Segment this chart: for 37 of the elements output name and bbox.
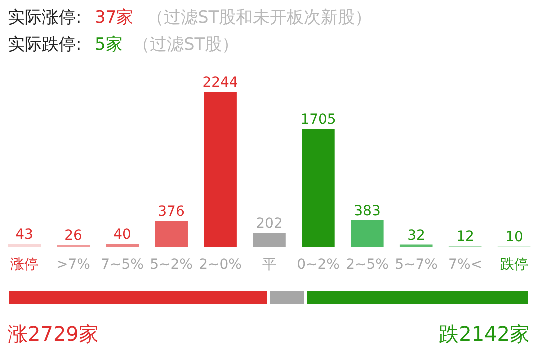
x-tick-label: 5~2%: [150, 257, 193, 273]
x-tick-label: 0~2%: [297, 257, 340, 273]
bar: [155, 221, 188, 247]
text: 涨2729家: [8, 322, 99, 346]
data-label: 40: [114, 227, 132, 244]
text: 实际跌停:: [8, 35, 82, 55]
bar: [253, 233, 286, 247]
text: 实际涨停:: [8, 8, 82, 28]
x-tick-label: 2~0%: [199, 257, 242, 273]
text: 跌2142家: [439, 322, 530, 346]
data-label: 202: [256, 216, 283, 232]
data-label: 32: [408, 228, 426, 244]
bar: [106, 244, 140, 247]
data-label: 383: [354, 204, 381, 220]
data-label: 1705: [300, 112, 336, 128]
x-tick-label: 跌停: [500, 257, 528, 273]
text: 37家: [95, 8, 134, 28]
x-tick-label: 7~5%: [101, 257, 144, 273]
bar: [351, 220, 384, 247]
x-tick-label: >7%: [56, 257, 90, 273]
bar: [204, 92, 237, 247]
data-label: 376: [158, 204, 185, 220]
x-tick-label: 7%<: [448, 257, 482, 273]
data-label: 43: [16, 227, 34, 244]
bar: [8, 244, 42, 247]
data-label: 2244: [202, 75, 238, 91]
data-label: 12: [456, 229, 474, 246]
x-tick-label: 平: [262, 257, 276, 273]
text: （过滤ST股和未开板次新股）: [147, 8, 372, 28]
text: （过滤ST股）: [133, 35, 240, 55]
x-tick-label: 涨停: [10, 257, 38, 273]
bar: [302, 129, 335, 247]
x-tick-label: 5~7%: [395, 257, 438, 273]
x-tick-label: 2~5%: [346, 257, 389, 273]
text: 5家: [95, 35, 123, 55]
data-label: 10: [506, 229, 524, 246]
data-label: 26: [64, 228, 82, 244]
